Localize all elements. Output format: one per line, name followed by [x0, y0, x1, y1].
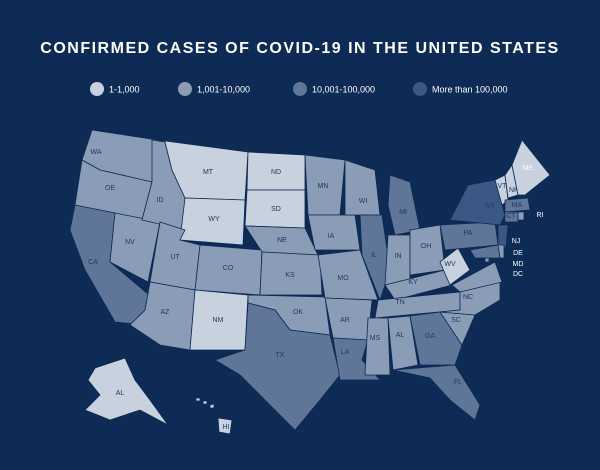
- state-label: CO: [223, 265, 234, 272]
- state-label: MD: [513, 261, 524, 268]
- state-label: CT: [506, 213, 516, 220]
- state-label: VT: [498, 183, 508, 190]
- state-label: MT: [203, 169, 214, 176]
- state-shape: [202, 400, 208, 405]
- state-shape: [209, 403, 215, 409]
- state-label: SC: [451, 317, 461, 324]
- state-label: TX: [276, 352, 285, 359]
- state-label: OK: [293, 309, 303, 316]
- state-shape: [504, 197, 531, 213]
- state-shape: [214, 302, 341, 431]
- state-label: NJ: [512, 238, 521, 245]
- state-label: AL: [116, 390, 125, 397]
- state-label: OH: [421, 243, 432, 250]
- legend-label: More than 100,000: [432, 84, 508, 94]
- state-shape: [344, 159, 381, 216]
- state-shape: [217, 417, 233, 435]
- state-shape: [469, 244, 501, 259]
- state-label: VA: [466, 268, 475, 275]
- state-label: WY: [208, 216, 220, 223]
- state-label: AZ: [161, 309, 171, 316]
- state-label: ME: [523, 165, 534, 172]
- state-label: NV: [125, 239, 135, 246]
- state-label: NC: [463, 294, 473, 301]
- state-shape: [84, 357, 169, 426]
- state-shape: [439, 247, 471, 286]
- state-shape: [387, 315, 419, 371]
- state-label: OE: [105, 185, 115, 192]
- state-shape: [517, 211, 525, 221]
- map-title: CONFIRMED CASES OF COVID-19 IN THE UNITE…: [40, 40, 559, 57]
- state-label: HI: [223, 424, 230, 431]
- legend-swatch: [178, 82, 192, 96]
- state-label: KS: [285, 272, 295, 279]
- state-shape: [409, 311, 463, 366]
- legend-label: 1,001-10,000: [197, 84, 250, 94]
- state-label: MI: [399, 209, 407, 216]
- state-label: ND: [271, 169, 281, 176]
- state-shape: [511, 139, 551, 196]
- state-label: FL: [454, 379, 462, 386]
- state-label: IL: [371, 252, 377, 259]
- state-label: DE: [513, 250, 523, 257]
- state-label: ID: [157, 197, 164, 204]
- state-shape: [384, 234, 411, 286]
- state-label: MN: [318, 183, 329, 190]
- state-shape: [195, 397, 201, 402]
- state-label: IA: [328, 233, 335, 240]
- state-label: SD: [271, 206, 281, 213]
- state-label: DC: [513, 271, 523, 278]
- state-label: KY: [408, 279, 418, 286]
- state-label: CA: [88, 259, 98, 266]
- state-shape: [259, 251, 323, 296]
- state-label: AR: [340, 317, 350, 324]
- state-shape: [392, 364, 481, 421]
- state-shape: [484, 257, 490, 263]
- legend-label: 1-1,000: [109, 84, 140, 94]
- state-label: NM: [213, 317, 224, 324]
- state-shape: [451, 261, 503, 293]
- state-label: RI: [537, 212, 544, 219]
- legend-swatch: [90, 82, 104, 96]
- state-label: NY: [485, 203, 495, 210]
- state-label: NH: [509, 187, 519, 194]
- state-shape: [387, 174, 421, 236]
- state-label: IN: [395, 253, 402, 260]
- state-label: PA: [464, 230, 473, 237]
- state-label: MA: [512, 202, 523, 209]
- state-label: WA: [90, 149, 101, 156]
- state-shape: [179, 197, 246, 246]
- legend-swatch: [293, 82, 307, 96]
- state-label: NE: [277, 237, 287, 244]
- state-shape: [497, 224, 509, 249]
- legend-label: 10,001-100,000: [312, 84, 375, 94]
- state-label: MO: [337, 275, 349, 282]
- state-label: WI: [359, 198, 368, 205]
- state-shape: [364, 317, 391, 376]
- state-label: WV: [444, 261, 456, 268]
- state-shape: [504, 211, 519, 223]
- legend-swatch: [413, 82, 427, 96]
- state-label: AL: [396, 332, 405, 339]
- state-label: GA: [425, 333, 435, 340]
- state-label: LA: [341, 349, 350, 356]
- state-shape: [409, 224, 446, 276]
- state-label: TN: [395, 299, 404, 306]
- state-label: UT: [170, 254, 180, 261]
- state-label: MS: [370, 335, 381, 342]
